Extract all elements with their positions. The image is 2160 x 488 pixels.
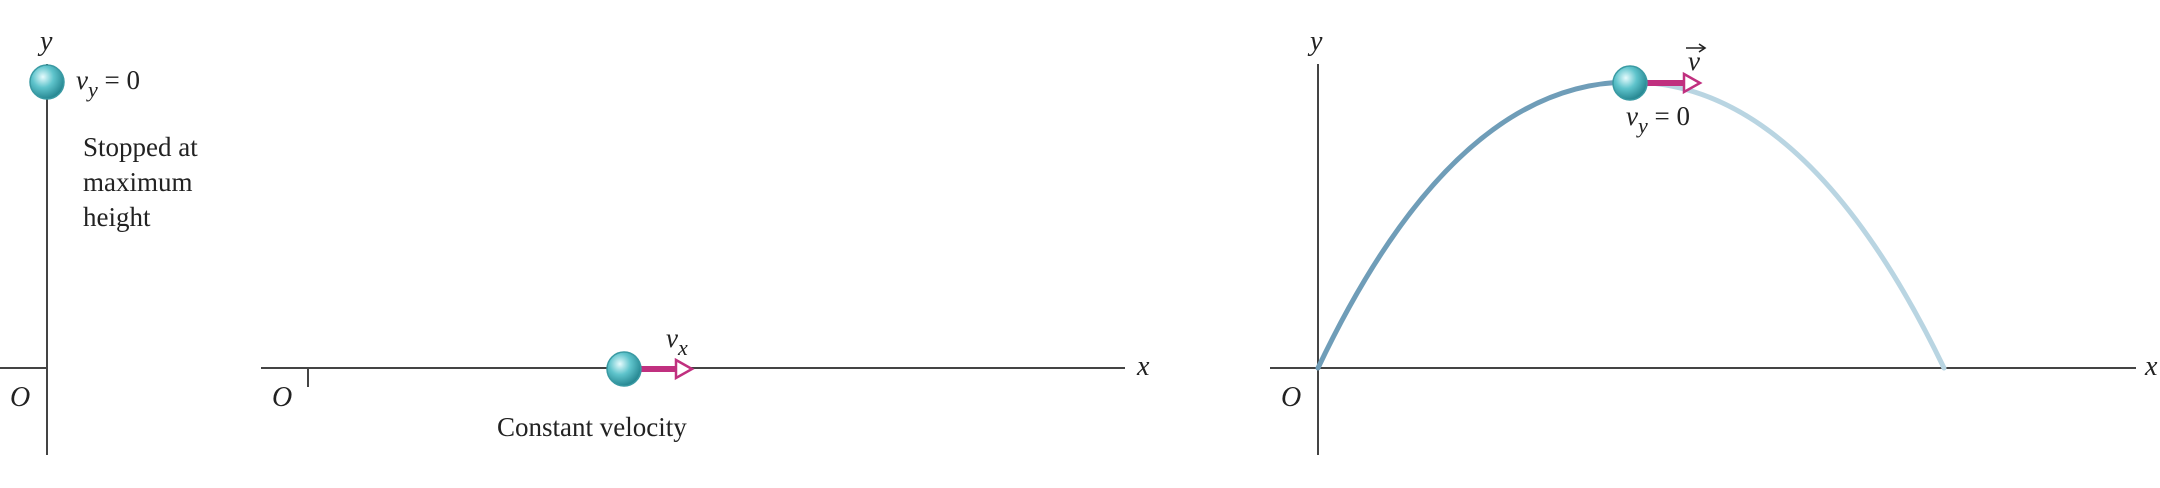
velocity-label: vy = 0 — [76, 65, 140, 102]
ball-icon — [29, 64, 65, 100]
origin-label: O — [272, 382, 292, 413]
velocity-label: vx — [666, 323, 688, 360]
panel-a: y O vy = 0 Stopped at maximum height — [0, 26, 198, 455]
caption-line-1: Stopped at — [83, 132, 198, 162]
velocity-label: vy = 0 — [1626, 101, 1690, 138]
caption: Constant velocity — [497, 412, 687, 442]
x-axis-label: x — [2144, 351, 2158, 382]
vector-overarrow-head — [1698, 43, 1707, 53]
ball-icon — [1612, 65, 1648, 101]
trajectory-rising — [1315, 79, 1633, 371]
velocity-arrowhead — [674, 357, 695, 381]
trajectory-falling — [1627, 79, 1947, 371]
vector-label: v — [1688, 46, 1700, 76]
velocity-arrowhead — [1682, 71, 1703, 95]
ball-icon — [606, 351, 642, 387]
panel-b: O x vx Constant velocity — [261, 323, 1150, 442]
caption-line-2: maximum — [83, 167, 193, 197]
y-axis-label: y — [37, 26, 53, 57]
x-axis-label: x — [1136, 351, 1150, 382]
origin-label: O — [1281, 382, 1301, 413]
origin-label: O — [10, 382, 30, 413]
panel-c: y O x v vy = 0 — [1270, 26, 2158, 455]
caption-line-3: height — [83, 202, 151, 232]
y-axis-label: y — [1307, 26, 1323, 57]
